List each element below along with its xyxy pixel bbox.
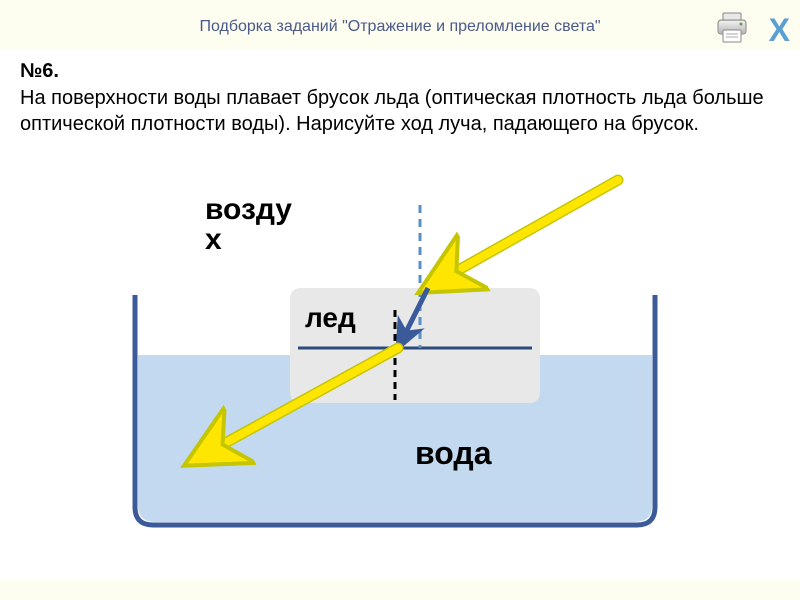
footer-bar bbox=[0, 580, 800, 600]
header-bar: Подборка заданий "Отражение и преломлени… bbox=[0, 0, 800, 50]
page-title: Подборка заданий "Отражение и преломлени… bbox=[0, 0, 800, 36]
task-number: №6. bbox=[20, 60, 780, 83]
printer-icon[interactable] bbox=[714, 10, 750, 46]
task-text: На поверхности воды плавает брусок льда … bbox=[20, 85, 780, 137]
label-air: возду х bbox=[205, 195, 292, 255]
content-area: №6. На поверхности воды плавает брусок л… bbox=[0, 50, 800, 580]
close-button[interactable]: X bbox=[769, 12, 790, 49]
label-ice: лед bbox=[305, 302, 356, 334]
label-water: вода bbox=[415, 435, 491, 472]
